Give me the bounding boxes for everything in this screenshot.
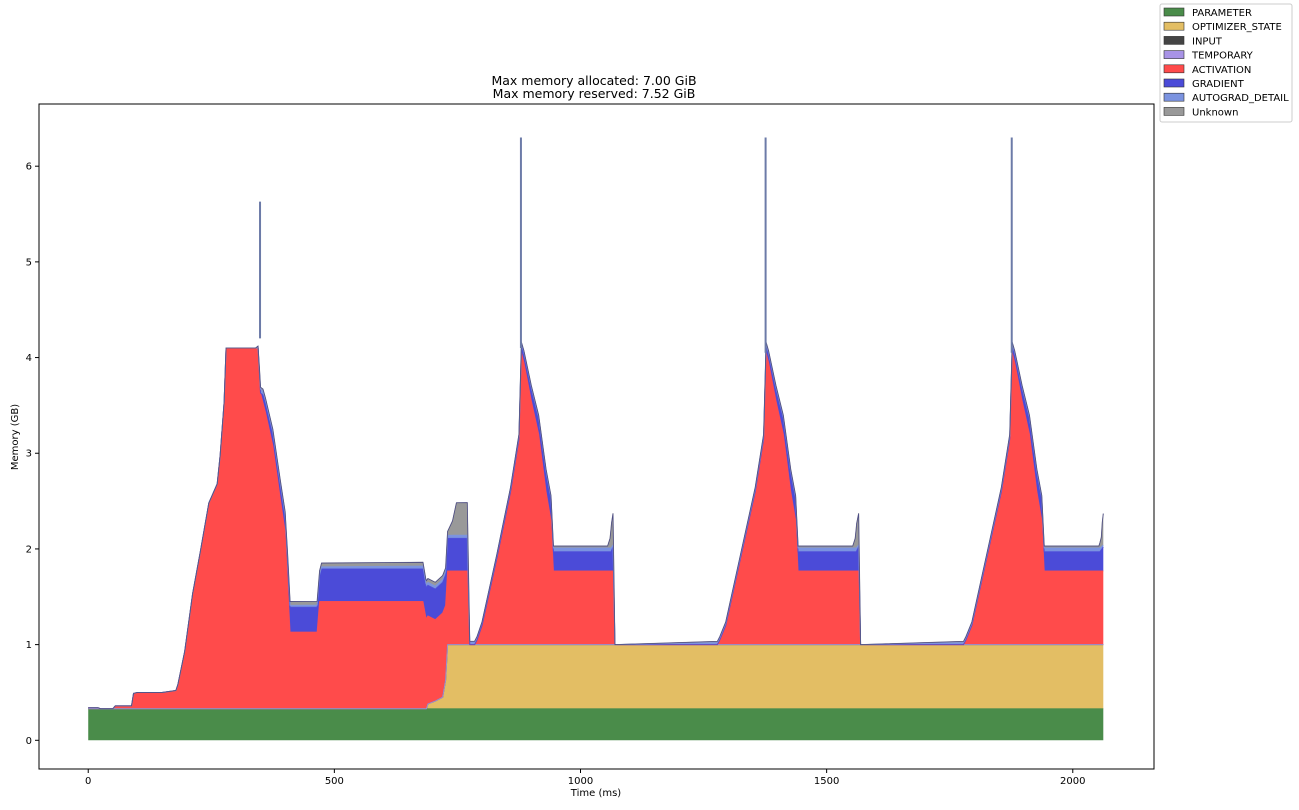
plot-outlines	[88, 137, 1104, 710]
legend-swatch-temporary	[1163, 50, 1185, 59]
title-line-1: Max memory allocated: 7.00 GiB	[491, 73, 696, 88]
legend-swatch-autograd-detail	[1163, 92, 1185, 102]
legend-frame	[1159, 3, 1293, 123]
chart-title: Max memory allocated: 7.00 GiB Max memor…	[491, 73, 696, 101]
y-tick-label: 2	[26, 544, 32, 555]
area-activation	[88, 347, 1104, 709]
x-tick-label: 1500	[814, 776, 839, 787]
legend-label-optimizer-state: OPTIMIZER_STATE	[1192, 22, 1282, 33]
legend-label-temporary: TEMPORARY	[1191, 51, 1254, 62]
y-tick-label: 5	[26, 257, 32, 268]
legend-swatch-parameter	[1163, 7, 1185, 17]
legend: PARAMETER OPTIMIZER_STATE INPUT TEMPORARY AC…	[1159, 3, 1293, 123]
x-axis-label: Time (ms)	[570, 788, 622, 799]
legend-label-gradient: GRADIENT	[1192, 79, 1245, 90]
y-tick-label: 4	[26, 353, 32, 364]
legend-swatch-optimizer-state	[1163, 21, 1185, 31]
y-tick-label: 1	[26, 640, 32, 651]
y-tick-label: 6	[26, 162, 32, 173]
legend-swatch-input	[1163, 36, 1185, 45]
area-parameter	[88, 708, 1104, 741]
y-axis-label: Memory (GB)	[10, 404, 21, 470]
y-axis-ticks: 0 1 2 3 4 5 6	[26, 162, 39, 747]
x-tick-label: 0	[85, 776, 91, 787]
legend-label-parameter: PARAMETER	[1192, 8, 1252, 19]
x-tick-label: 500	[325, 776, 344, 787]
legend-label-activation: ACTIVATION	[1192, 65, 1251, 76]
legend-swatch-activation	[1163, 64, 1185, 74]
x-tick-label: 1000	[568, 776, 593, 787]
y-tick-label: 3	[26, 449, 32, 460]
axes-frame	[38, 103, 1155, 770]
plot-areas	[88, 342, 1104, 741]
y-tick-label: 0	[26, 736, 32, 747]
legend-label-autograd-detail: AUTOGRAD_DETAIL	[1192, 93, 1289, 104]
total-outline	[88, 342, 1104, 710]
legend-label-unknown: Unknown	[1192, 107, 1238, 118]
x-tick-label: 2000	[1060, 776, 1085, 787]
legend-label-input: INPUT	[1192, 36, 1223, 47]
legend-swatch-unknown	[1163, 107, 1185, 116]
legend-swatch-gradient	[1163, 78, 1185, 88]
title-line-2: Max memory reserved: 7.52 GiB	[493, 86, 696, 101]
x-axis-ticks: 0 500 1000 1500 2000	[85, 769, 1086, 787]
area-optimizer-state	[88, 644, 1104, 709]
